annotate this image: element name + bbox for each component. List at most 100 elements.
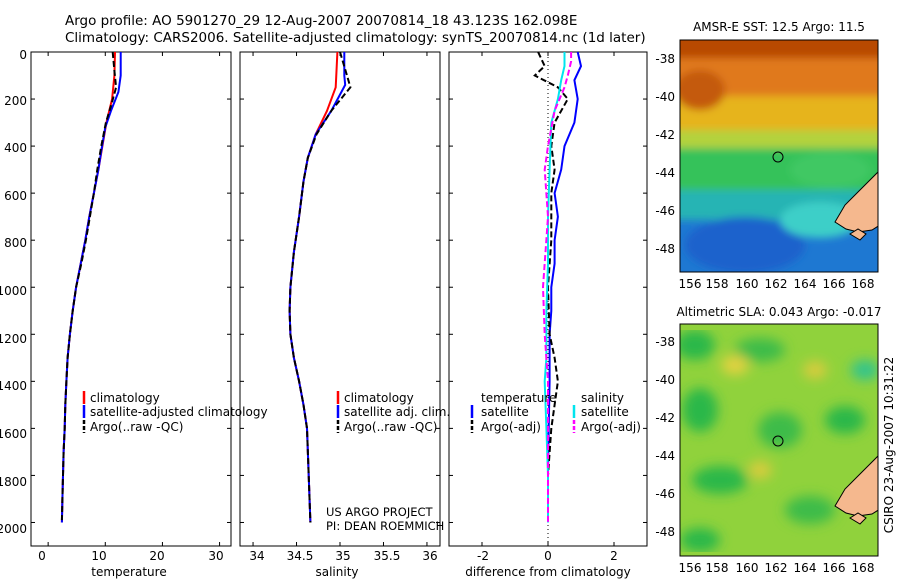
header-line-2: Climatology: CARS2006. Satellite-adjuste…: [65, 30, 646, 46]
depth-tick-label: 1000: [0, 284, 27, 298]
temperature-tick-label: 0: [38, 549, 46, 563]
series-line-temperature-satellite: [547, 52, 583, 523]
depth-tick-label: 200: [4, 94, 27, 108]
sst-map-frame: [679, 39, 879, 273]
legend-label-temp-satellite: satellite: [481, 405, 529, 419]
sla-green-patch: [692, 466, 748, 494]
footer-timestamp: CSIRO 23-Aug-2007 10:31:22: [882, 357, 896, 533]
sst-map-title: AMSR-E SST: 12.5 Argo: 11.5: [693, 20, 865, 34]
legend-head-salinity: salinity: [581, 391, 624, 405]
sla-green-patch: [680, 330, 715, 360]
sst-cool-patch: [685, 217, 805, 272]
legend-label-argo: Argo(..raw -QC): [344, 420, 437, 434]
salinity-series: [288, 52, 352, 523]
sst-cyan-patch: [780, 202, 860, 238]
legend-label-sal-satellite: satellite: [581, 405, 629, 419]
series-line-temperature-argo-adj-: [533, 52, 570, 523]
temperature-series: [60, 52, 122, 523]
depth-tick-label: 600: [4, 189, 27, 203]
depth-tick-label: 0: [19, 48, 27, 62]
sla-map-lon-labels: 156 158 160 162 164 166 168: [679, 561, 875, 575]
map-lon-label: 158: [706, 277, 729, 291]
map-lon-label: 168: [852, 277, 875, 291]
map-lon-label: 156: [679, 561, 702, 575]
series-line-argo-raw-qc-: [60, 52, 118, 521]
map-lon-label: 160: [736, 561, 759, 575]
map-lat-label: -38: [655, 52, 675, 66]
series-line-salinity-argo-adj-: [541, 52, 573, 523]
sst-lime-band: [680, 130, 878, 150]
sla-map-frame: [679, 323, 879, 557]
temperature-plot-frame: [30, 51, 232, 547]
sla-green-patch: [735, 338, 785, 362]
legend-label-sal-argo: Argo(-adj): [581, 420, 641, 434]
difference-axis-label: difference from climatology: [465, 565, 631, 579]
map-lat-label: -42: [655, 128, 675, 142]
map-lon-label: 156: [679, 277, 702, 291]
sst-float-marker: [772, 151, 784, 163]
legend-label-satellite: satellite-adjusted climatology: [90, 405, 268, 419]
map-lon-label: 166: [823, 277, 846, 291]
series-line-salinity-satellite: [543, 52, 566, 523]
map-lon-label: 162: [765, 277, 788, 291]
salinity-tick-label: 35.5: [374, 549, 401, 563]
temperature-legend: climatology satellite-adjusted climatolo…: [82, 391, 268, 434]
salinity-tick-label: 36: [422, 549, 437, 563]
legend-label-argo: Argo(..raw -QC): [90, 420, 183, 434]
depth-tick-label: 1800: [0, 475, 27, 489]
map-lat-label: -40: [655, 90, 675, 104]
sla-yellow-patch: [721, 355, 749, 375]
salinity-tick-label: 35: [335, 549, 350, 563]
map-lon-label: 164: [794, 561, 817, 575]
depth-tick-label: 400: [4, 141, 27, 155]
legend-label-climatology: climatology: [344, 391, 414, 405]
temperature-tick-label: 10: [91, 549, 106, 563]
salinity-tick-label: 34: [249, 549, 264, 563]
depth-tick-label: 2000: [0, 522, 27, 536]
map-lon-label: 168: [852, 561, 875, 575]
difference-series: [533, 52, 583, 523]
map-lon-label: 160: [736, 277, 759, 291]
depth-tick-label: 800: [4, 236, 27, 250]
difference-tick-label: 2: [610, 549, 618, 563]
sla-green-patch: [682, 388, 718, 432]
map-lat-label: -42: [655, 411, 675, 425]
sla-island: [849, 512, 867, 525]
legend-label-satellite: satellite adj. clim.: [344, 405, 450, 419]
sla-green-patch: [758, 412, 802, 448]
series-line-argo-raw-qc-: [288, 52, 352, 523]
depth-tick-label: 1400: [0, 379, 27, 393]
map-lat-label: -48: [655, 242, 675, 256]
depth-tick-label: 1600: [0, 427, 27, 441]
map-lat-label: -48: [655, 525, 675, 539]
map-lat-label: -40: [655, 373, 675, 387]
sla-green-patch: [785, 496, 835, 524]
sla-yellow-patch: [748, 461, 772, 479]
sla-map-title: Altimetric SLA: 0.043 Argo: -0.017: [676, 305, 881, 319]
credit-line-1: US ARGO PROJECT: [326, 505, 434, 519]
sst-island: [849, 228, 867, 241]
sla-green-patch: [825, 406, 865, 434]
temperature-tick-label: 30: [208, 549, 223, 563]
sla-green-patch: [680, 528, 720, 552]
map-lat-label: -46: [655, 204, 675, 218]
legend-label-temp-argo: Argo(-adj): [481, 420, 541, 434]
sla-map: [680, 324, 878, 556]
map-lat-label: -44: [655, 449, 675, 463]
map-lon-label: 164: [794, 277, 817, 291]
sla-yellow-patch: [803, 361, 827, 379]
map-lon-label: 162: [765, 561, 788, 575]
sla-cyan-patch: [851, 360, 878, 380]
sst-map-lat-labels: -38 -40 -42 -44 -46 -48: [655, 52, 675, 256]
difference-tick-label: -2: [477, 549, 489, 563]
salinity-legend: climatology satellite adj. clim. Argo(..…: [336, 391, 450, 434]
map-lat-label: -38: [655, 335, 675, 349]
sst-map: [680, 40, 878, 272]
map-lon-label: 158: [706, 561, 729, 575]
salinity-tick-label: 34.5: [287, 549, 314, 563]
temperature-tick-label: 20: [149, 549, 164, 563]
salinity-axis-label: salinity: [315, 565, 358, 579]
depth-tick-labels: 0 200 400 600 800 1000 1200 1400 1600 18…: [0, 48, 27, 536]
sst-green-patch: [790, 152, 870, 188]
